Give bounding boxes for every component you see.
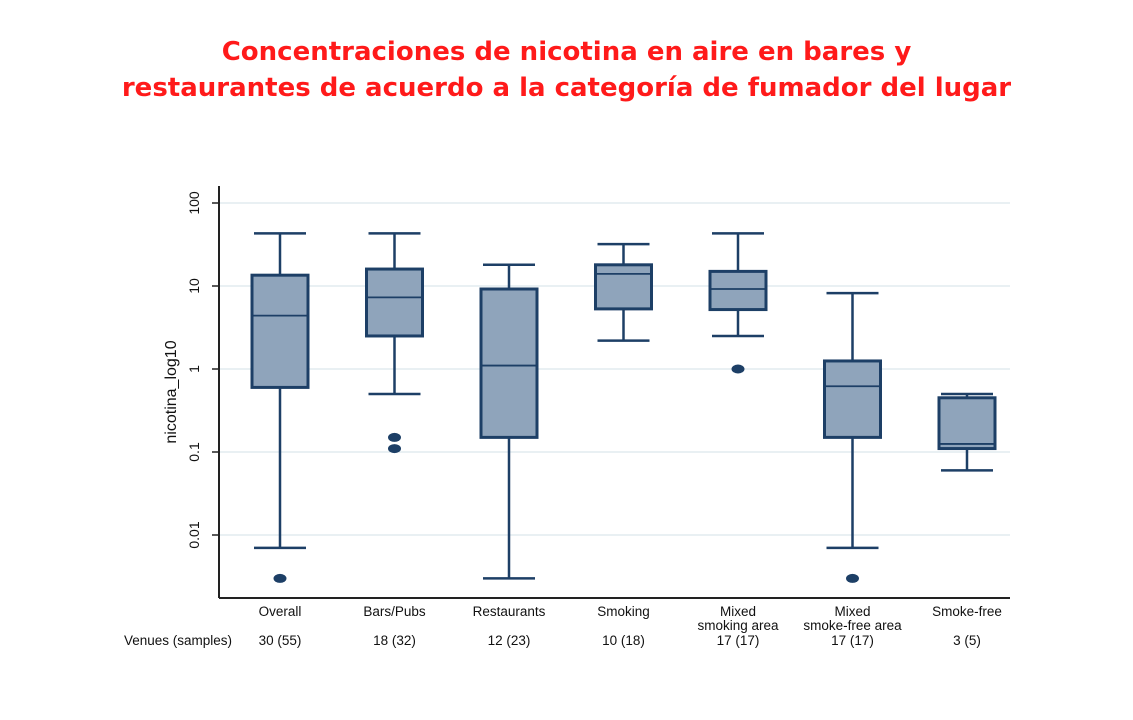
box	[708, 269, 768, 312]
category-count-label: 12 (23)	[488, 633, 531, 648]
category-label: Smoke-free	[932, 604, 1002, 619]
title-line-2: restaurantes de acuerdo a la categoría d…	[121, 73, 1012, 103]
category-label: smoke-free area	[803, 618, 902, 633]
y-tick-label: 0.01	[186, 521, 202, 548]
box	[479, 287, 539, 439]
y-axis-title: nicotina_log10	[163, 340, 180, 443]
y-tick-label: 100	[186, 191, 202, 215]
box	[250, 273, 310, 389]
outlier-point	[273, 573, 287, 583]
category-count-label: 30 (55)	[259, 633, 302, 648]
category-label: smoking area	[697, 618, 779, 633]
category-count-label: 10 (18)	[602, 633, 645, 648]
box	[365, 267, 424, 338]
category-label: Mixed	[720, 604, 756, 619]
title-line-1: Concentraciones de nicotina en aire en b…	[221, 37, 912, 67]
category-count-label: 17 (17)	[831, 633, 874, 648]
box	[594, 263, 653, 311]
y-tick-label: 0.1	[186, 442, 202, 462]
venues-row-label: Venues (samples)	[124, 633, 232, 648]
outlier-point	[388, 432, 401, 442]
category-label: Bars/Pubs	[363, 604, 426, 619]
category-label: Overall	[259, 604, 302, 619]
box	[937, 396, 997, 451]
y-tick-label: 1	[186, 365, 202, 373]
slide-title: Concentraciones de nicotina en aire en b…	[0, 34, 1133, 106]
category-label: Mixed	[834, 604, 870, 619]
category-label: Smoking	[597, 604, 650, 619]
outlier-point	[731, 364, 745, 374]
box	[823, 359, 882, 439]
outlier-point	[846, 573, 859, 583]
outlier-point	[388, 444, 401, 454]
category-count-label: 3 (5)	[953, 633, 981, 648]
category-count-label: 18 (32)	[373, 633, 416, 648]
y-tick-label: 10	[186, 278, 202, 294]
category-label: Restaurants	[473, 604, 546, 619]
category-count-label: 17 (17)	[717, 633, 760, 648]
